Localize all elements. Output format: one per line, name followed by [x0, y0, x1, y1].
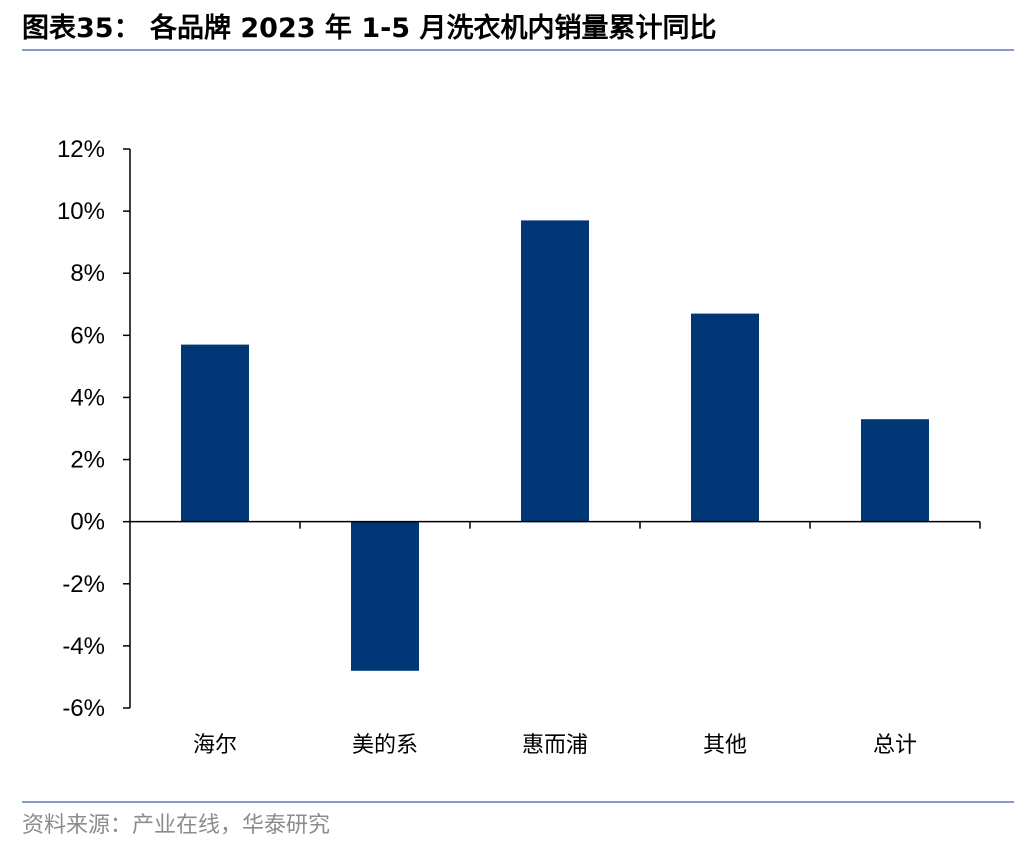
bar-4 [691, 313, 759, 522]
x-category-label: 海尔 [193, 733, 237, 758]
x-category-label: 惠而浦 [522, 733, 588, 758]
bar-1 [181, 344, 249, 522]
y-tick-label: -6% [62, 695, 105, 722]
x-category-label: 总计 [873, 733, 917, 758]
bar-3 [521, 220, 589, 522]
y-tick-label: 4% [70, 384, 105, 411]
source-divider [22, 801, 1014, 803]
bars-layer [181, 220, 929, 671]
y-tick-label: -4% [62, 633, 105, 660]
y-tick-label: 12% [57, 136, 105, 163]
y-tick-label: -2% [62, 571, 105, 598]
bar-2 [351, 521, 419, 671]
bar-5 [861, 419, 929, 522]
source-note: 资料来源：产业在线，华泰研究 [22, 813, 331, 838]
title-divider [22, 49, 1014, 51]
x-category-label: 其他 [703, 733, 747, 758]
figure-title: 图表35： 各品牌 2023 年 1-5 月洗衣机内销量累计同比 [22, 13, 717, 44]
y-tick-label: 2% [70, 447, 105, 474]
labels-layer: 12% 10% 8% 6% 4% 2% 0% -2% -4% -6% 海尔 美的系 惠而浦 其他 总计 [57, 136, 917, 758]
x-category-label: 美的系 [352, 733, 418, 758]
axes-layer [123, 148, 981, 709]
y-tick-label: 10% [57, 198, 105, 225]
y-tick-label: 6% [70, 322, 105, 349]
y-tick-label: 8% [70, 260, 105, 287]
y-tick-label: 0% [70, 509, 105, 536]
